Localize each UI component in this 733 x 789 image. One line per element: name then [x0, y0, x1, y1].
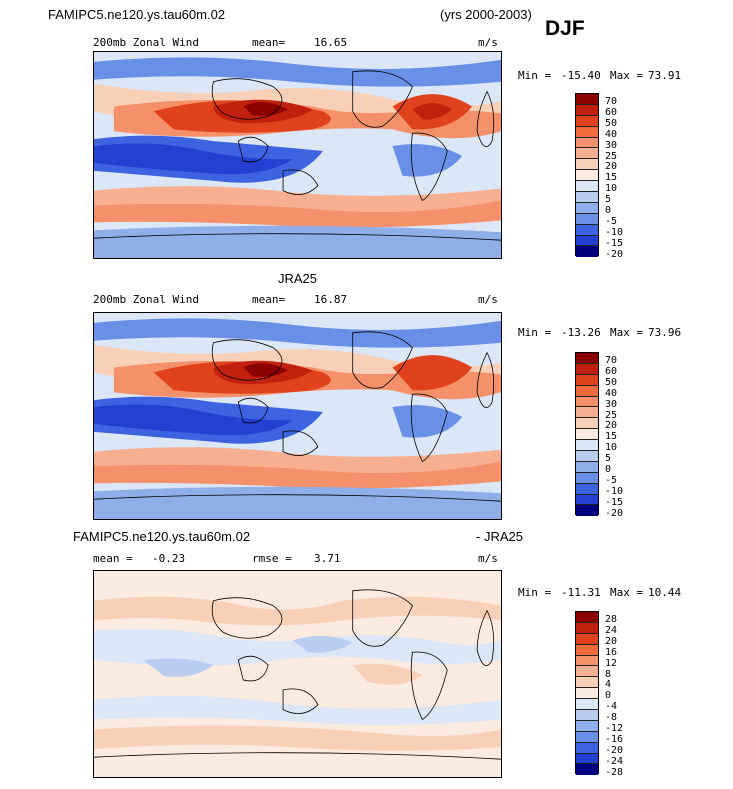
colorbar-label: -8	[605, 712, 618, 724]
colorbar-label: 30	[605, 398, 618, 410]
colorbar	[575, 93, 599, 258]
mean-value: -0.23	[152, 552, 186, 565]
colorbar-label: 50	[605, 117, 618, 129]
mean-label: mean =	[93, 552, 133, 565]
colorbar-label: -28	[605, 766, 624, 778]
colorbar-label: 50	[605, 376, 618, 388]
diff-title-left: FAMIPC5.ne120.ys.tau60m.02	[73, 529, 251, 544]
colorbar-label: 40	[605, 387, 618, 399]
colorbar-label: 20	[605, 420, 618, 432]
colorbar-label: -20	[605, 744, 624, 756]
rmse-label: rmse =	[252, 552, 292, 565]
colorbar-label: 8	[605, 668, 612, 680]
colorbar-label: -10	[605, 485, 624, 497]
min-label: Min =	[518, 326, 552, 339]
contour-map	[94, 52, 501, 258]
panel-title: JRA25	[278, 271, 318, 286]
colorbar-label: 25	[605, 150, 618, 162]
colorbar-label: 24	[605, 624, 618, 636]
max-label: Max =	[610, 326, 644, 339]
colorbar-label: -12	[605, 723, 624, 734]
model-title: FAMIPC5.ne120.ys.tau60m.02	[48, 7, 226, 22]
colorbar	[575, 611, 599, 776]
years-label: (yrs 2000-2003)	[440, 7, 532, 22]
colorbar-label: 10	[605, 183, 618, 195]
stat-value: 16.87	[314, 293, 348, 306]
colorbar-label: -4	[605, 701, 618, 713]
stat-value: 16.65	[314, 36, 348, 49]
colorbar-label: -20	[605, 507, 624, 519]
colorbar-label: 5	[605, 453, 612, 465]
colorbar-label: -24	[605, 755, 624, 767]
colorbar-label: 30	[605, 139, 618, 151]
stat-label: mean=	[252, 293, 286, 306]
colorbar-label: 25	[605, 409, 618, 421]
colorbar-label: 20	[605, 161, 618, 173]
colorbar-label: 0	[605, 205, 612, 216]
colorbar-label: -5	[605, 474, 618, 486]
colorbar-label: 4	[605, 679, 612, 691]
colorbar-label: 15	[605, 172, 618, 184]
colorbar-label: 60	[605, 106, 618, 118]
colorbar-label: 60	[605, 365, 618, 377]
colorbar-label: 70	[605, 96, 618, 107]
colorbar-label: -10	[605, 226, 624, 238]
colorbar-label: 70	[605, 355, 618, 366]
colorbar-label: -15	[605, 237, 624, 249]
colorbar-label: 5	[605, 194, 612, 206]
colorbar-label: 16	[605, 646, 618, 658]
units-label: m/s	[478, 293, 498, 306]
min-value: -15.40	[561, 69, 601, 82]
colorbar-label: 0	[605, 690, 612, 702]
stat-label: mean=	[252, 36, 286, 49]
colorbar-label: 28	[605, 614, 618, 625]
diff-title-right: - JRA25	[476, 529, 523, 544]
colorbar-label: -5	[605, 215, 618, 227]
contour-map	[94, 571, 501, 777]
colorbar-label: 15	[605, 431, 618, 443]
field-label: 200mb Zonal Wind	[93, 293, 199, 306]
rmse-value: 3.71	[314, 552, 341, 565]
contour-map	[94, 313, 501, 519]
max-value: 73.91	[648, 69, 682, 82]
map-plot	[93, 312, 502, 520]
colorbar-label: 40	[605, 128, 618, 140]
colorbar-label: 12	[605, 657, 618, 669]
colorbar-label: 20	[605, 635, 618, 647]
max-value: 10.44	[648, 586, 682, 599]
max-label: Max =	[610, 69, 644, 82]
min-value: -13.26	[561, 326, 601, 339]
colorbar-label: -20	[605, 248, 624, 260]
season-label: DJF	[545, 17, 585, 40]
map-plot	[93, 570, 502, 778]
min-label: Min =	[518, 69, 552, 82]
colorbar-label: -15	[605, 496, 624, 508]
colorbar-label: 0	[605, 464, 612, 475]
colorbar	[575, 352, 599, 517]
max-label: Max =	[610, 586, 644, 599]
min-value: -11.31	[561, 586, 601, 599]
max-value: 73.96	[648, 326, 682, 339]
colorbar-label: 10	[605, 442, 618, 454]
units-label: m/s	[478, 552, 498, 565]
map-plot	[93, 51, 502, 259]
field-label: 200mb Zonal Wind	[93, 36, 199, 49]
units-label: m/s	[478, 36, 498, 49]
min-label: Min =	[518, 586, 552, 599]
colorbar-label: -16	[605, 733, 624, 745]
